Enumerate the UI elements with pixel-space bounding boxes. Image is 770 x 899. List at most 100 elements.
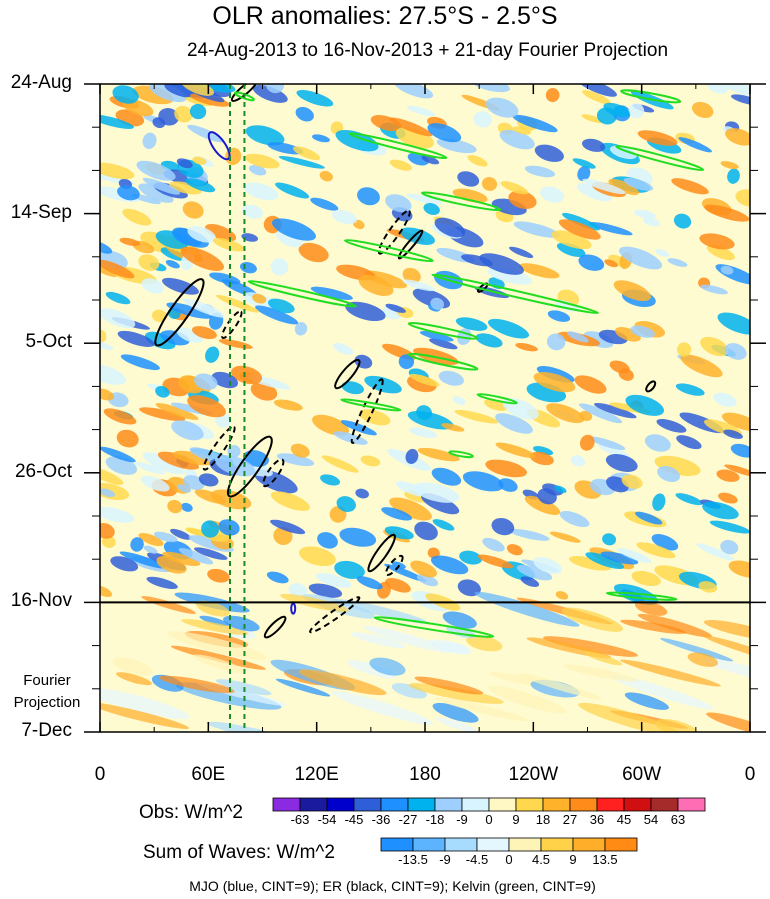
anomaly-patch [193, 547, 228, 560]
anomaly-patch [198, 473, 219, 487]
anomaly-patch [406, 105, 436, 117]
x-tick-label: 120E [294, 764, 339, 785]
anomaly-patch [100, 388, 115, 401]
anomaly-patch [602, 533, 617, 546]
anomaly-patch [290, 443, 310, 458]
anomaly-patch [189, 103, 207, 120]
anomaly-patch [508, 528, 550, 541]
anomaly-patch [201, 520, 220, 538]
anomaly-patch [724, 464, 750, 478]
anomaly-patch [340, 420, 377, 436]
anomaly-patch [100, 264, 118, 278]
anomaly-patch [651, 533, 679, 551]
anomaly-patch [600, 551, 639, 565]
obs-colorbar-label: 45 [616, 812, 632, 827]
er-contour [221, 310, 243, 339]
anomaly-patch [561, 212, 600, 231]
anomaly-patch [194, 373, 218, 390]
anomaly-patch [185, 527, 206, 536]
anomaly-patch [334, 560, 365, 579]
anomaly-patch [389, 117, 433, 137]
anomaly-patch [136, 160, 176, 181]
y-tick-label: 14-Sep [10, 201, 72, 223]
anomaly-patch [267, 298, 295, 314]
anomaly-patch [515, 342, 538, 352]
anomaly-patch [189, 93, 230, 107]
anomaly-patch [452, 396, 466, 405]
chart-title: OLR anomalies: 27.5°S - 2.5°S [212, 2, 558, 30]
anomaly-patch [162, 277, 200, 295]
anomaly-patch [205, 223, 237, 242]
anomaly-patch [636, 542, 676, 559]
projection-patch [167, 631, 267, 660]
projection-patch [561, 607, 624, 632]
anomaly-patch [174, 105, 193, 123]
obs-colorbar-swatch [623, 797, 652, 812]
anomaly-patch [520, 576, 540, 587]
anomaly-patch [100, 446, 136, 463]
anomaly-patch [477, 554, 514, 569]
anomaly-patch [657, 465, 681, 482]
anomaly-patch [454, 409, 499, 424]
anomaly-patch [406, 193, 443, 205]
er-contour [397, 229, 424, 260]
obs-colorbar-swatch [272, 797, 301, 812]
anomaly-patch [713, 392, 737, 407]
anomaly-patch [516, 564, 553, 581]
anomaly-patch [308, 583, 343, 598]
anomaly-patch [112, 85, 139, 104]
waves-colorbar-label: -4.5 [465, 852, 489, 867]
anomaly-patch [146, 576, 178, 590]
anomaly-patch [358, 274, 394, 296]
anomaly-patch [720, 265, 734, 275]
obs-colorbar-label: -54 [317, 812, 337, 827]
anomaly-patch [271, 218, 316, 241]
projection-label-line2: Projection [13, 694, 81, 711]
anomaly-patch [385, 194, 412, 213]
anomaly-patch [265, 84, 285, 94]
anomaly-patch [417, 447, 460, 462]
anomaly-patch [100, 467, 124, 485]
projection-patch [181, 619, 249, 635]
anomaly-patch [730, 94, 750, 106]
anomaly-patch [171, 420, 204, 441]
anomaly-patch [613, 280, 651, 302]
anomaly-patch [105, 291, 131, 305]
kelvin-contour [620, 89, 682, 104]
anomaly-patch [423, 203, 440, 215]
anomaly-patch [706, 84, 729, 94]
anomaly-patch [100, 363, 127, 385]
anomaly-patch [138, 183, 174, 203]
anomaly-patch [167, 499, 183, 514]
anomaly-patch [546, 403, 585, 424]
anomaly-patch [319, 170, 333, 182]
y-tick-label: 16-Nov [10, 590, 72, 612]
wave-contours [100, 84, 750, 732]
anomaly-patch [182, 201, 204, 219]
anomaly-patch [138, 254, 160, 271]
x-tick-label: 60E [191, 764, 226, 785]
anomaly-patch [310, 197, 339, 211]
anomaly-patch [192, 156, 207, 165]
anomaly-patch [273, 399, 303, 411]
anomaly-patch [421, 155, 440, 165]
anomaly-patch [588, 436, 626, 450]
anomaly-patch [706, 244, 735, 261]
anomaly-patch [153, 531, 178, 543]
obs-colorbar-swatch [488, 797, 517, 812]
anomaly-patch [457, 579, 481, 597]
anomaly-patch [482, 537, 505, 552]
projection-patch [609, 674, 714, 710]
anomaly-patch [429, 338, 458, 350]
anomaly-patch [603, 102, 630, 118]
anomaly-patch [176, 158, 193, 169]
anomaly-patch [585, 552, 625, 570]
anomaly-patch [455, 317, 488, 331]
anomaly-patch [623, 177, 654, 191]
anomaly-field [100, 84, 750, 732]
anomaly-patch [656, 419, 687, 433]
anomaly-patch [547, 310, 571, 322]
anomaly-patch [119, 551, 166, 569]
anomaly-patch [419, 330, 454, 342]
